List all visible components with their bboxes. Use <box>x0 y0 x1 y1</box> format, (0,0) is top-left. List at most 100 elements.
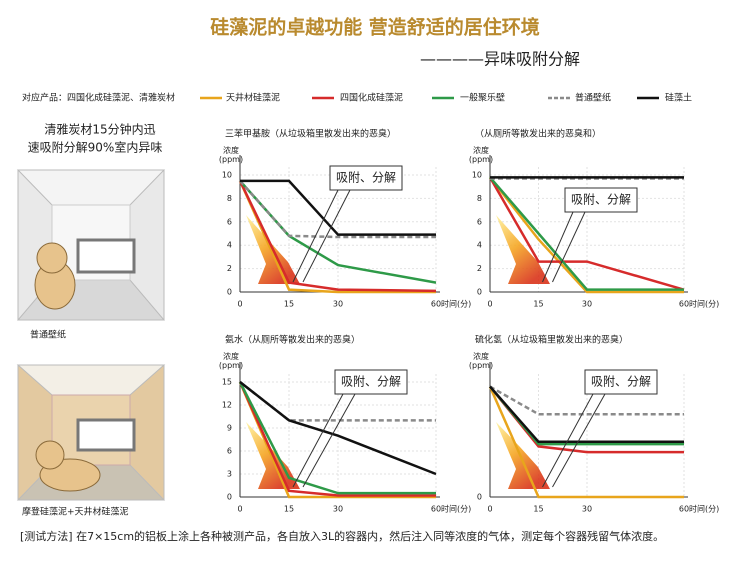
decor-arrow <box>496 422 550 489</box>
annotation-pointer <box>292 189 339 283</box>
x-axis-label: 时间(分) <box>689 504 719 514</box>
y-tick-label: 0 <box>227 493 232 502</box>
y-axis-label-box: 浓度(ppm) <box>468 352 494 370</box>
legend-label: 天井材硅藻泥 <box>226 92 280 104</box>
chart-title: 氨水（从厕所等散发出来的恶臭） <box>225 334 360 346</box>
x-tick-label: 60 <box>679 300 689 309</box>
x-tick-label: 15 <box>533 300 543 309</box>
series-line <box>239 180 436 239</box>
series-line <box>238 180 436 294</box>
image-label: 普通壁纸 <box>30 329 66 341</box>
y-axis-label: 浓度(ppm) <box>218 352 244 370</box>
y-tick-label: 2 <box>477 264 482 273</box>
room-illustration <box>16 169 166 321</box>
series-line <box>238 180 437 293</box>
chart-title: （从厕所等散发出来的恶臭和） <box>475 128 601 140</box>
y-axis-label-box: 浓度(ppm) <box>218 352 244 370</box>
x-tick-label: 0 <box>487 505 492 514</box>
y-tick-label: 6 <box>227 447 232 456</box>
annotation-pointer <box>552 393 606 488</box>
x-axis-label: 时间(分) <box>441 504 471 514</box>
x-tick-label: 30 <box>582 505 592 514</box>
x-tick-label: 30 <box>582 300 592 309</box>
x-tick-label: 60 <box>431 300 441 309</box>
legend-label: 四国化成硅藻泥 <box>340 92 403 104</box>
x-tick-label: 60 <box>679 505 689 514</box>
annotation-pointer <box>542 393 594 488</box>
legend-label: 硅藻土 <box>665 92 692 104</box>
y-tick-label: 3 <box>227 470 232 479</box>
decor-arrow <box>496 215 550 284</box>
annotation: 吸附、分解 <box>591 375 651 389</box>
y-tick-label: 2 <box>227 264 232 273</box>
annotation: 吸附、分解 <box>336 171 396 185</box>
series-line <box>238 381 436 495</box>
x-tick-label: 30 <box>333 505 343 514</box>
y-tick-label: 10 <box>472 171 482 180</box>
y-axis-label: 浓度(ppm) <box>468 352 494 370</box>
x-tick-label: 0 <box>237 300 242 309</box>
series-line <box>240 179 436 236</box>
y-tick-label: 6 <box>477 217 482 226</box>
y-axis-label-box: 浓度(ppm) <box>218 146 244 164</box>
y-tick-label: 8 <box>227 194 232 203</box>
y-axis-label-box: 浓度(ppm) <box>468 146 494 164</box>
annotation-pointer <box>552 211 586 283</box>
annotation: 吸附、分解 <box>571 193 631 207</box>
annotation-pointer <box>302 189 351 283</box>
x-tick-label: 15 <box>284 300 294 309</box>
series-line <box>489 176 684 291</box>
x-axis-label: 时间(分) <box>689 299 719 309</box>
y-tick-label: 15 <box>222 378 232 387</box>
chart-title: 三苯甲基胺（从垃圾箱里散发出来的恶臭） <box>225 128 396 140</box>
x-tick-label: 15 <box>284 505 294 514</box>
y-axis-label: 浓度(ppm) <box>218 146 244 164</box>
room-illustration <box>16 364 166 501</box>
series-line <box>488 386 684 499</box>
y-tick-label: 4 <box>477 241 482 250</box>
y-tick-label: 0 <box>477 493 482 502</box>
x-tick-label: 60 <box>431 505 441 514</box>
products-note: 对应产品：四国化成硅藻泥、清雅炭材 <box>22 92 175 104</box>
series-line <box>238 381 436 499</box>
series-line <box>489 385 684 416</box>
chart-title: 硫化氢（从垃圾箱里散发出来的恶臭） <box>475 334 628 346</box>
annotation-box <box>329 165 403 191</box>
x-tick-label: 0 <box>237 505 242 514</box>
x-tick-label: 30 <box>333 300 343 309</box>
y-tick-label: 8 <box>477 194 482 203</box>
annotation-pointer <box>292 393 344 488</box>
series-line <box>239 381 437 476</box>
title: 硅藻泥的卓越功能 营造舒适的居住环境 <box>210 16 540 39</box>
series-line <box>238 381 436 497</box>
side-text: 清雅炭材15分钟内迅 <box>44 122 155 137</box>
series-line <box>239 381 436 422</box>
annotation-pointer <box>542 211 574 283</box>
subtitle: ————异味吸附分解 <box>420 50 580 69</box>
annotation-box <box>584 369 658 395</box>
legend-label: 普通壁纸 <box>575 92 611 104</box>
x-tick-label: 15 <box>533 505 543 514</box>
y-axis-label: 浓度(ppm) <box>468 146 494 164</box>
y-tick-label: 10 <box>222 171 232 180</box>
y-tick-label: 9 <box>227 424 232 433</box>
annotation-box <box>334 369 408 395</box>
x-axis-label: 时间(分) <box>441 299 471 309</box>
y-tick-label: 0 <box>227 288 232 297</box>
y-tick-label: 0 <box>477 288 482 297</box>
annotation-box <box>564 187 638 213</box>
annotation: 吸附、分解 <box>341 375 401 389</box>
y-tick-label: 6 <box>227 217 232 226</box>
y-tick-label: 12 <box>222 401 232 410</box>
series-line <box>489 385 684 444</box>
image-label: 摩登硅藻泥+天井材硅藻泥 <box>22 506 129 518</box>
legend-label: 一般聚乐壁 <box>460 92 505 104</box>
y-tick-label: 4 <box>227 241 232 250</box>
annotation-pointer <box>302 393 356 488</box>
side-text: 速吸附分解90%室内异味 <box>28 140 163 155</box>
x-tick-label: 0 <box>487 300 492 309</box>
series-line <box>489 176 684 294</box>
legend: 天井材硅藻泥 四国化成硅藻泥 一般聚乐壁 普通壁纸 硅藻土 <box>200 92 692 104</box>
method-note: [测试方法] 在7×15cm的铝板上涂上各种被测产品，各自放入3L的容器内，然后… <box>20 529 664 543</box>
